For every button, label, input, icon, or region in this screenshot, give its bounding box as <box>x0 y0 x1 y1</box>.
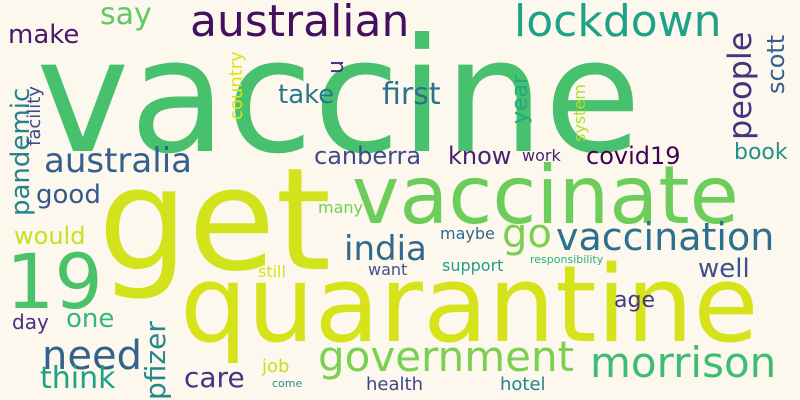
word-think: think <box>40 361 116 396</box>
word-india: india <box>344 229 427 269</box>
word-year: year <box>508 74 533 124</box>
word-get: get <box>98 138 332 303</box>
word-u: u <box>324 60 349 74</box>
word-government: government <box>318 332 575 381</box>
word-come: come <box>272 377 303 390</box>
word-system: system <box>570 84 589 142</box>
word-quarantine: quarantine <box>180 243 759 366</box>
word-lockdown: lockdown <box>514 0 722 47</box>
word-need: need <box>42 333 142 379</box>
word-people: people <box>721 31 759 140</box>
word-support: support <box>442 256 504 275</box>
word-would: would <box>14 222 86 250</box>
word-one: one <box>66 304 115 334</box>
word-day: day <box>12 310 49 334</box>
word-want: want <box>368 260 408 279</box>
word-vaccinate: vaccinate <box>352 149 739 242</box>
word-country: country <box>226 51 247 120</box>
word-go: go <box>502 211 552 257</box>
word-first: first <box>382 77 441 112</box>
word-book: book <box>734 140 788 165</box>
word-take: take <box>278 80 335 110</box>
word-covid19: covid19 <box>586 142 681 170</box>
word-maybe: maybe <box>440 224 495 243</box>
word-vaccination: vaccination <box>556 215 775 259</box>
word-work: work <box>522 146 561 165</box>
word-responsibility: responsibility <box>530 253 604 266</box>
word-well: well <box>698 254 750 284</box>
word-19: 19 <box>6 237 103 326</box>
word-care: care <box>184 361 245 394</box>
word-scott: scott <box>762 34 790 94</box>
word-make: make <box>8 20 80 50</box>
word-pfizer: pfizer <box>139 321 172 400</box>
word-health: health <box>366 374 423 395</box>
word-job: job <box>262 356 290 377</box>
word-still: still <box>258 262 286 281</box>
word-say: say <box>100 0 152 32</box>
word-vaccine: vaccine <box>36 5 642 189</box>
word-many: many <box>318 198 363 217</box>
word-know: know <box>448 142 512 170</box>
word-hotel: hotel <box>500 374 546 395</box>
word-good: good <box>36 180 101 210</box>
word-facility: facility <box>24 86 45 146</box>
word-morrison: morrison <box>590 338 777 387</box>
word-canberra: canberra <box>314 142 422 170</box>
word-australia: australia <box>44 141 192 181</box>
word-age: age <box>614 288 655 313</box>
word-australian: australian <box>190 0 410 47</box>
